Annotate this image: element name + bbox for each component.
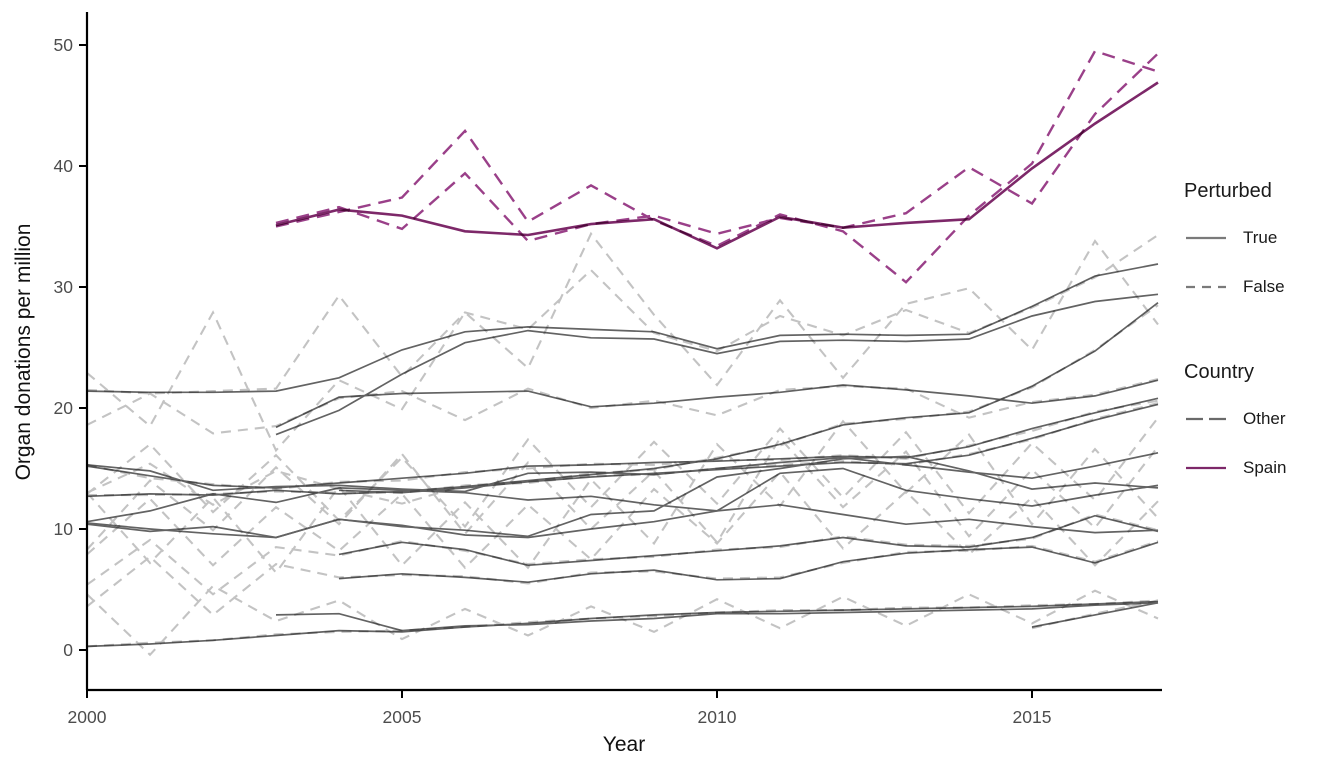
series-other-c-original [86,377,1159,435]
x-axis-title: Year [603,733,645,756]
series-other-o-original [1031,599,1159,630]
legend-key-line [1186,285,1226,288]
series-other-l-original [86,540,1159,617]
x-tick-label: 2010 [698,707,737,727]
legend: Perturbed True False Country Other Spain [1184,180,1344,492]
series-other-a-perturbed [86,263,1159,394]
series-other-b-perturbed [275,293,1159,436]
legend-item-false: False [1184,262,1344,311]
legend-key-line [1186,417,1226,420]
legend-item-label: Spain [1243,457,1287,477]
series-other-i-original [86,419,1159,575]
series-other-a-original [86,234,1159,395]
series-other-f-perturbed [338,403,1159,494]
series-other-j-original [86,470,1159,570]
x-tick-label: 2015 [1013,707,1052,727]
legend-item-other: Other [1184,394,1344,443]
legend-title: Perturbed [1184,180,1272,202]
y-tick-label: 0 [63,640,73,660]
series-spain-x2-original [275,52,1159,243]
y-tick-label: 50 [54,35,74,55]
series-spain-x1-original [275,49,1159,284]
y-tick-label: 10 [54,519,74,539]
y-tick-label: 30 [54,277,74,297]
solid-series-layer [86,81,1159,648]
series-other-d-original [87,304,1159,497]
legend-item-spain: Spain [1184,443,1344,492]
legend-country: Country Other Spain [1184,361,1344,492]
y-tick-label: 40 [54,156,74,176]
legend-item-label: Other [1243,408,1286,428]
legend-perturbed: Perturbed True False [1184,180,1344,311]
legend-item-label: False [1243,276,1285,296]
series-other-m-perturbed [86,600,1159,648]
x-tick-label: 2000 [68,707,107,727]
series-other-m-original [86,599,1159,648]
series-other-h-original [86,436,1159,551]
dashed-series-layer [86,49,1159,657]
series-other-f-original [86,402,1159,507]
series-other-g-original [86,417,1159,529]
legend-key-line [1186,236,1226,239]
series-other-n-original [86,584,1159,657]
series-other-c-perturbed [275,379,1159,429]
y-axis-title: Organ donations per million [12,224,35,481]
legend-title: Country [1184,361,1255,383]
legend-item-label: True [1243,227,1278,247]
series-other-b-original [86,231,1159,453]
legend-item-true: True [1184,213,1344,262]
series-other-k-perturbed [338,514,1159,567]
y-tick-label: 20 [54,398,74,418]
series-other-k-original [86,513,1159,596]
axes-layer: 2000 2005 2010 2015 0 10 20 30 40 50 [54,12,1162,727]
series-spain-perturbed [275,81,1159,250]
x-tick-label: 2005 [383,707,422,727]
legend-key-line [1186,466,1226,469]
